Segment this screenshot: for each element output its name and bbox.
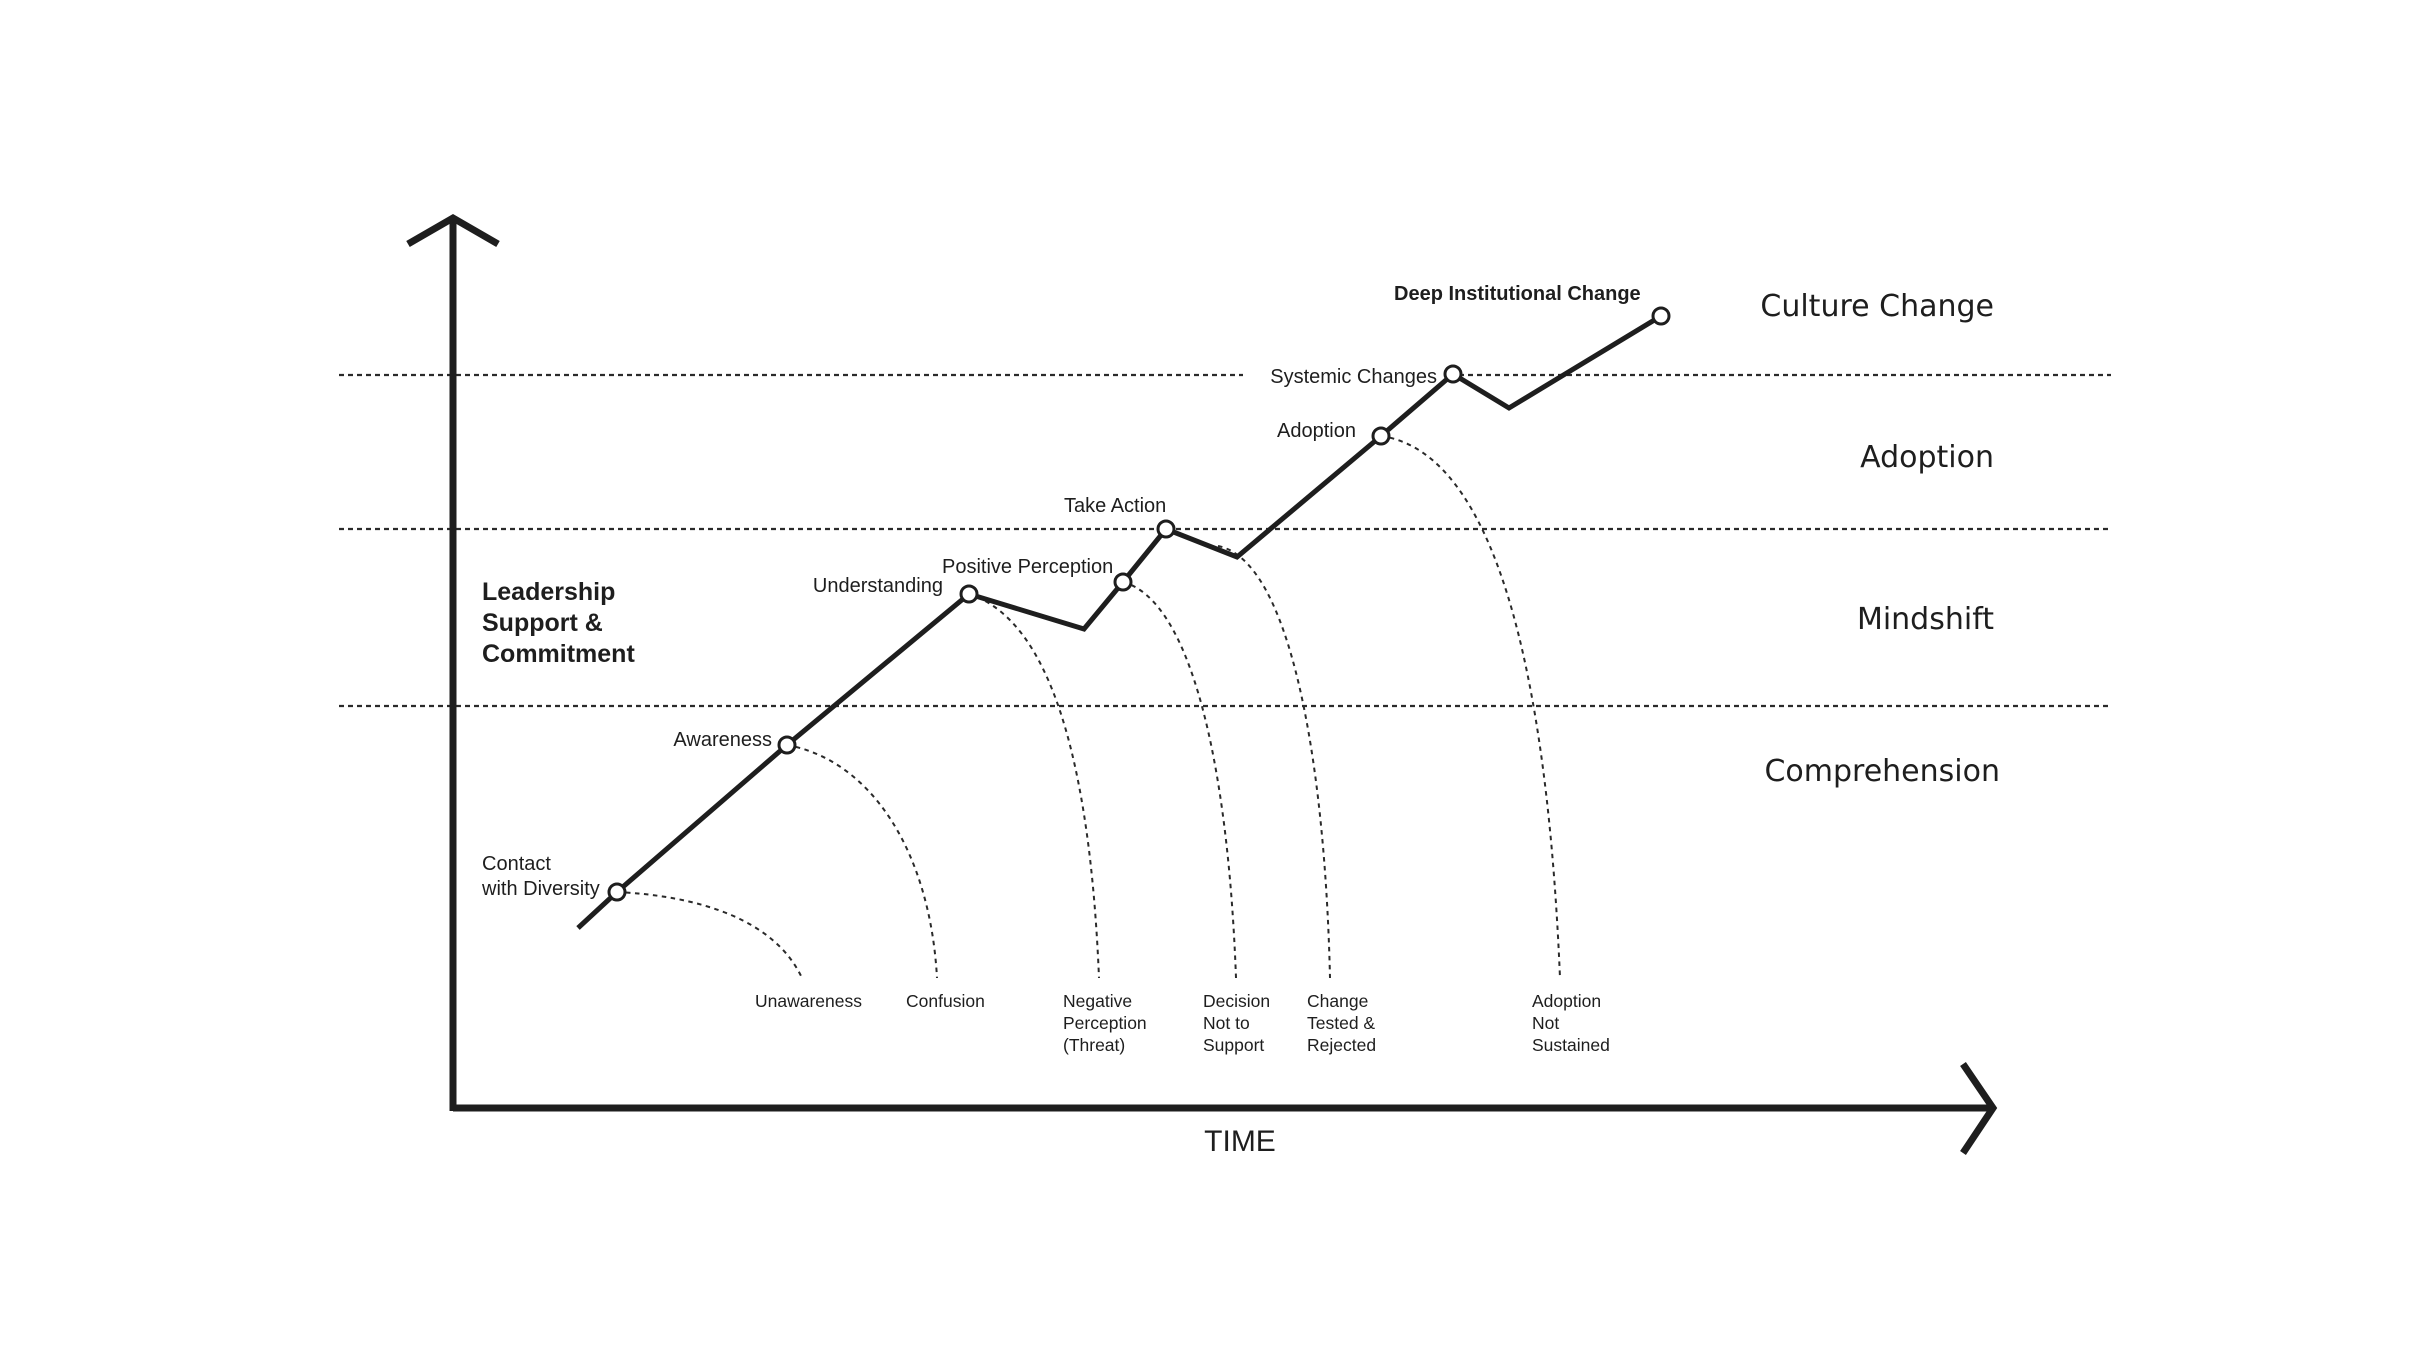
node-positive-perception [1113,572,1133,592]
x-axis-arrow-icon [1960,1062,1998,1155]
side-note-line-1: Leadership [482,578,615,606]
node-take-action [1156,519,1176,539]
outcome-negative-line-1: Negative [1063,991,1132,1011]
outcome-adoption-line-1: Adoption [1532,991,1601,1011]
outcome-decision-line-2: Not to [1203,1013,1250,1033]
label-understanding: Understanding [813,575,943,597]
outcome-decision-line-3: Support [1203,1035,1264,1055]
node-awareness [777,735,797,755]
branch-adoption-not-sustained [1380,435,1561,979]
label-with-diversity: with Diversity [481,878,600,900]
branch-change-rejected [1217,545,1331,979]
node-understanding [959,584,979,604]
side-note-line-3: Commitment [482,640,635,668]
branch-negative-perception [968,593,1100,979]
label-contact: Contact [482,853,551,875]
x-axis-label: TIME [1204,1125,1276,1158]
outcome-negative-line-2: Perception [1063,1013,1147,1033]
outcome-adoption-line-2: Not [1532,1013,1559,1033]
outcome-adoption-line-3: Sustained [1532,1035,1610,1055]
label-systemic-changes: Systemic Changes [1270,366,1437,388]
branch-confusion [786,744,938,979]
node-contact-with-diversity [607,882,627,902]
label-take-action: Take Action [1064,495,1166,517]
stage-comprehension: Comprehension [1764,754,2000,789]
label-awareness: Awareness [673,729,772,751]
progress-line [576,313,1663,930]
side-note-line-2: Support & [482,609,603,637]
outcome-change-line-3: Rejected [1307,1035,1376,1055]
outcome-confusion: Confusion [906,991,985,1011]
branch-unawareness [616,891,803,979]
branch-decision [1122,581,1237,979]
stage-mindshift: Mindshift [1857,602,1994,637]
stage-culture-change: Culture Change [1760,289,1994,324]
outcome-change-line-2: Tested & [1307,1013,1375,1033]
outcome-unawareness: Unawareness [755,991,862,1011]
y-axis-arrow-icon [406,213,500,248]
outcome-change-line-1: Change [1307,991,1368,1011]
outcome-negative-line-3: (Threat) [1063,1035,1125,1055]
label-deep-institutional-change: Deep Institutional Change [1394,283,1641,305]
outcome-decision-line-1: Decision [1203,991,1270,1011]
node-systemic-changes [1443,364,1463,384]
label-positive-perception: Positive Perception [942,556,1113,578]
label-adoption: Adoption [1277,420,1356,442]
stage-adoption: Adoption [1860,440,1994,475]
node-adoption [1371,426,1391,446]
node-deep-institutional-change [1651,306,1671,326]
